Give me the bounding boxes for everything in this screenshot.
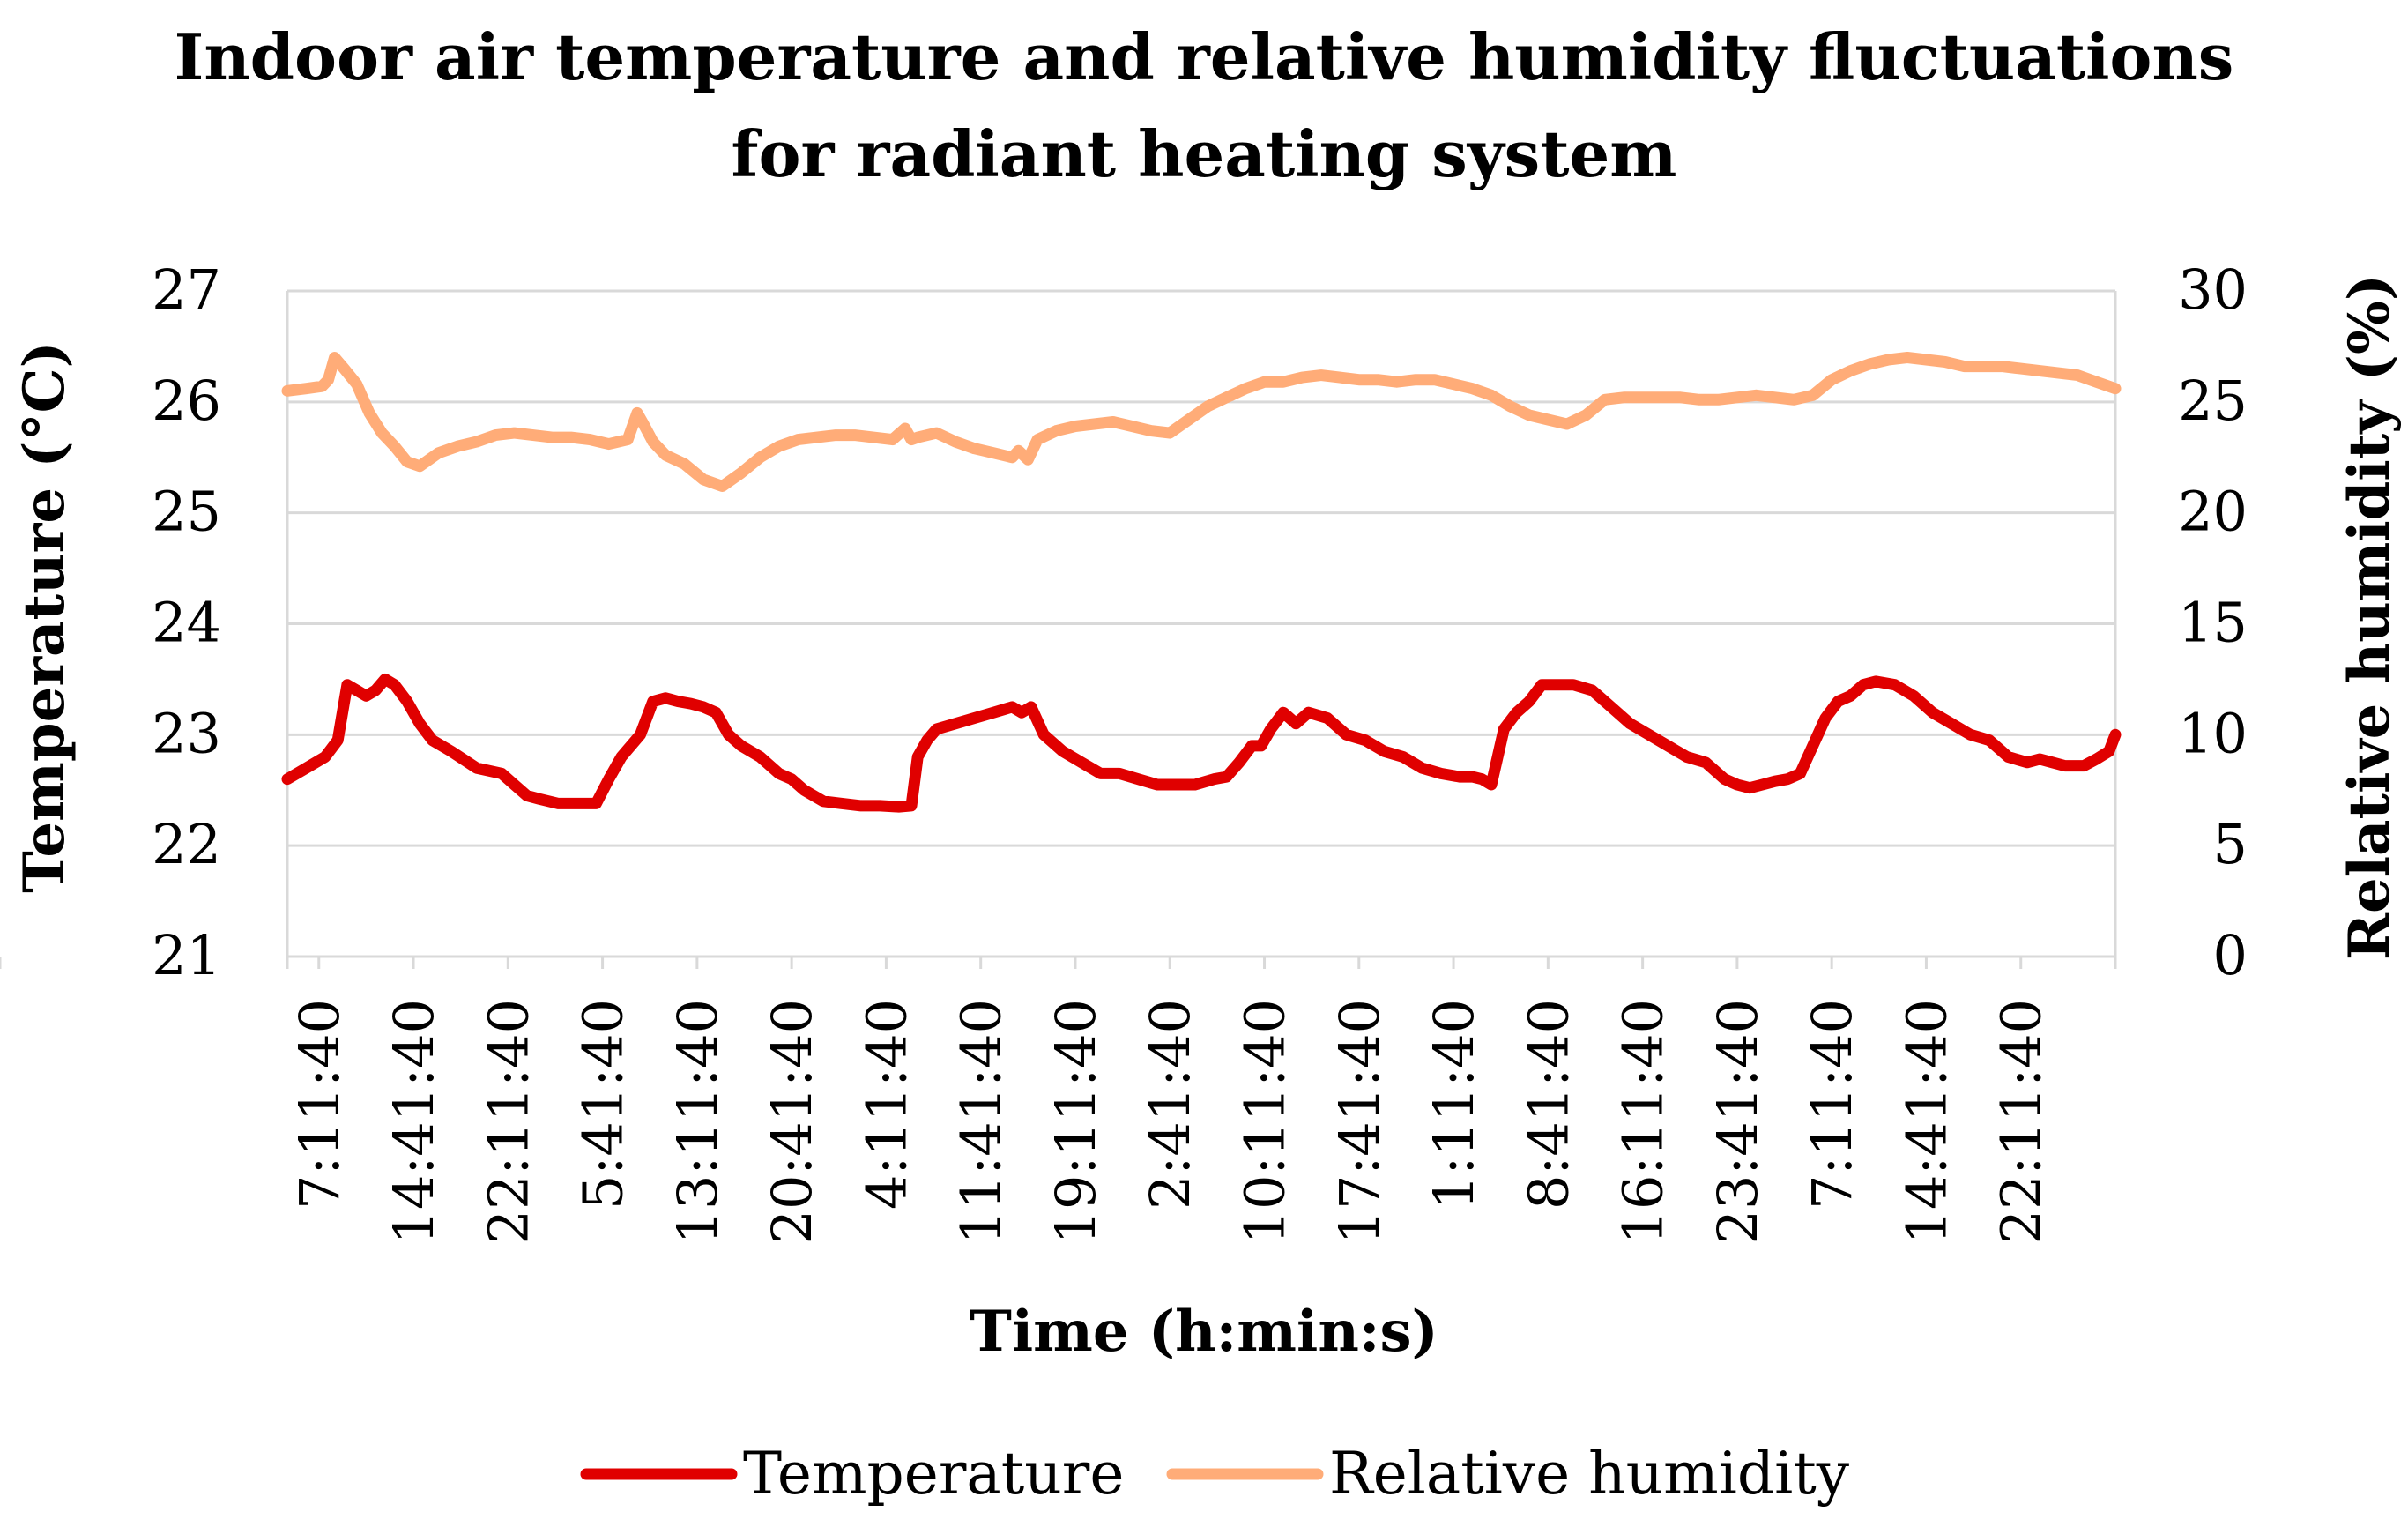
- y-left-tick-label: 21: [152, 923, 221, 987]
- x-tick-label: 16:11:40: [1611, 999, 1676, 1244]
- y-right-tick-label: 0: [2213, 923, 2248, 987]
- x-tick-label: 14:41:40: [1894, 999, 1958, 1244]
- x-tick-label: 7:11:40: [287, 999, 352, 1210]
- x-tick-label: 1:11:40: [1422, 999, 1486, 1210]
- y-left-tick-label: 24: [152, 591, 221, 655]
- x-tick-label: 22:11:40: [1989, 999, 2054, 1244]
- y-left-tick-label: 22: [152, 812, 221, 876]
- legend-label-relative-humidity: Relative humidity: [1329, 1440, 1850, 1508]
- y-axis-left-title: Temperature (°C): [11, 341, 78, 893]
- y-axis-right-title: Relative humidity (%): [2337, 274, 2403, 960]
- y-right-tick-label: 20: [2178, 480, 2248, 544]
- x-tick-label: 11:41:40: [949, 999, 1014, 1244]
- chart-title-line-1: Indoor air temperature and relative humi…: [175, 19, 2234, 94]
- series-line-temperature: [281, 673, 2122, 813]
- x-tick-label: 20:41:40: [760, 999, 824, 1244]
- x-tick-label: 7:11:40: [1800, 999, 1864, 1210]
- y-left-tick-label: 27: [152, 257, 221, 322]
- y-left-tick-label: 23: [152, 701, 221, 765]
- x-axis-ticks: 7:11:40 14:41:40 22:11:40 5:41:40 13:11:40 20…: [0, 957, 2054, 1244]
- grid: [287, 289, 2115, 958]
- x-tick-label: 22:11:40: [476, 999, 540, 1244]
- x-tick-label: 8:41:40: [1516, 999, 1580, 1210]
- y-right-tick-label: 10: [2178, 701, 2248, 765]
- y-right-tick-label: 30: [2178, 257, 2248, 322]
- y-right-tick-label: 25: [2178, 369, 2248, 433]
- x-tick-label: 14:41:40: [382, 999, 446, 1244]
- legend-label-temperature: Temperature: [743, 1440, 1124, 1508]
- x-tick-label: 5:41:40: [571, 999, 635, 1210]
- y-left-tick-label: 25: [152, 480, 221, 544]
- x-tick-label: 19:11:40: [1044, 999, 1108, 1244]
- y-left-tick-label: 26: [152, 369, 221, 433]
- y-axis-left-ticks: 21 22 23 24 25 26 27: [152, 257, 221, 987]
- legend: Temperature Relative humidity: [580, 1440, 1850, 1508]
- x-tick-label: 2:41:40: [1138, 999, 1202, 1210]
- x-axis-title: Time (h:min:s): [970, 1299, 1438, 1365]
- y-axis-right-ticks: 0 5 10 15 20 25 30: [2178, 257, 2248, 987]
- series-line-relative-humidity: [281, 352, 2122, 492]
- x-tick-label: 10:11:40: [1233, 999, 1297, 1244]
- plot-area: [281, 352, 2122, 813]
- x-tick-label: 4:11:40: [854, 999, 918, 1210]
- x-tick-label: 13:11:40: [665, 999, 730, 1244]
- axes: [286, 291, 2117, 969]
- chart-title: Indoor air temperature and relative humi…: [175, 19, 2234, 191]
- chart-title-line-2: for radiant heating system: [732, 116, 1677, 191]
- x-tick-label: 23:41:40: [1706, 999, 1770, 1244]
- y-right-tick-label: 15: [2178, 591, 2248, 655]
- y-right-tick-label: 5: [2213, 812, 2248, 876]
- x-tick-label: 17:41:40: [1327, 999, 1392, 1244]
